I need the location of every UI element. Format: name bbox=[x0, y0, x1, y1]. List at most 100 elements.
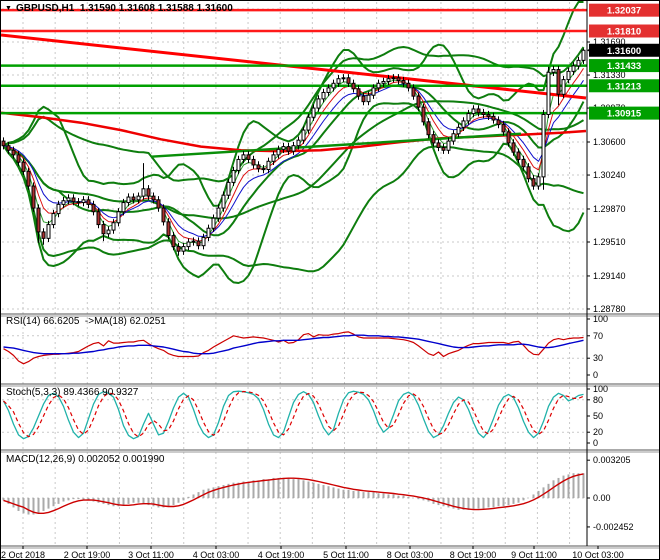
candle-body bbox=[341, 77, 346, 80]
price-tick-label: 1.29870 bbox=[593, 204, 626, 214]
rsi-panel-layer bbox=[2, 331, 587, 365]
candle-body bbox=[476, 108, 481, 114]
candle-body bbox=[446, 140, 451, 151]
candle-body bbox=[311, 107, 316, 118]
candle-body bbox=[556, 69, 561, 95]
candle-body bbox=[11, 149, 16, 156]
candle-body bbox=[186, 241, 191, 248]
candle-body bbox=[6, 145, 11, 151]
price-scale[interactable]: 1.316901.313301.309701.306001.302401.298… bbox=[587, 3, 659, 532]
time-tick-label: 9 Oct 11:00 bbox=[511, 550, 557, 560]
candle-body bbox=[86, 199, 91, 205]
candle-body bbox=[141, 188, 146, 197]
bollinger-lower-band bbox=[2, 102, 585, 284]
candle-body bbox=[251, 158, 256, 166]
time-tick-label: 8 Oct 19:00 bbox=[450, 550, 497, 560]
candle-body bbox=[391, 77, 396, 80]
macd-panel-layer bbox=[2, 473, 587, 515]
price-tick-label: 0 bbox=[593, 370, 598, 380]
candle-body bbox=[386, 78, 391, 82]
bollinger-lower-band bbox=[2, 145, 584, 273]
candle-body bbox=[546, 71, 551, 115]
candle-body bbox=[226, 181, 231, 196]
candle-body bbox=[336, 78, 341, 84]
support-resistance-lines-layer[interactable] bbox=[1, 8, 587, 115]
time-tick-label: 3 Oct 11:00 bbox=[128, 550, 174, 560]
bollinger-upper-band bbox=[2, 1, 584, 207]
price-tick-label: 50 bbox=[593, 411, 603, 421]
candle-body bbox=[91, 203, 96, 213]
candle-body bbox=[376, 82, 381, 89]
price-tick-label: 0 bbox=[593, 438, 598, 448]
support-price-tag bbox=[589, 106, 659, 120]
candle-body bbox=[551, 69, 556, 73]
candle-body bbox=[361, 95, 366, 103]
candle-body bbox=[66, 197, 71, 202]
candle-body bbox=[131, 196, 136, 201]
candle-body bbox=[456, 126, 461, 135]
candle-body bbox=[236, 158, 241, 171]
candle-body bbox=[506, 131, 511, 144]
time-tick-label: 10 Oct 03:00 bbox=[572, 550, 624, 560]
candle-body bbox=[21, 161, 26, 172]
candle-body bbox=[541, 113, 546, 178]
time-tick-label: 5 Oct 11:00 bbox=[323, 550, 369, 560]
candle-body bbox=[116, 211, 121, 224]
candle-body bbox=[271, 154, 276, 162]
candle-body bbox=[266, 160, 271, 171]
candle-body bbox=[366, 94, 371, 103]
candle-body bbox=[436, 142, 441, 149]
candle-body bbox=[296, 139, 301, 147]
candle-body bbox=[306, 116, 311, 131]
candle-body bbox=[161, 207, 166, 223]
candle-body bbox=[536, 176, 541, 187]
candle-body bbox=[56, 203, 61, 215]
resistance-price-tag-text: 1.32037 bbox=[607, 6, 641, 17]
candle-body bbox=[516, 151, 521, 160]
price-tick-label: 70 bbox=[593, 331, 603, 341]
candle-body bbox=[171, 235, 176, 248]
candle-body bbox=[406, 82, 411, 89]
candle-body bbox=[41, 231, 46, 239]
splitter-stoch-macd[interactable] bbox=[1, 448, 587, 452]
candle-body bbox=[126, 196, 131, 204]
candle-body bbox=[371, 87, 376, 96]
price-tick-label: 0.00 bbox=[593, 493, 611, 503]
support-price-tag-text: 1.31433 bbox=[607, 61, 641, 72]
rsi-ma-line bbox=[3, 334, 584, 355]
candle-body bbox=[221, 194, 226, 209]
splitter-rsi-stoch[interactable] bbox=[1, 382, 587, 386]
candle-body bbox=[216, 207, 221, 219]
price-tick-label: 1.30240 bbox=[593, 170, 626, 180]
candle-body bbox=[151, 195, 156, 201]
candle-body bbox=[461, 120, 466, 128]
candle-body bbox=[401, 80, 406, 84]
candle-body bbox=[291, 145, 296, 152]
candle-body bbox=[521, 158, 526, 168]
candle-body bbox=[61, 200, 66, 205]
candle-body bbox=[416, 95, 421, 108]
candle-body bbox=[241, 154, 246, 160]
candle-body bbox=[181, 246, 186, 252]
splitter-main-rsi[interactable] bbox=[1, 312, 587, 316]
candle-body bbox=[431, 134, 436, 144]
candle-body bbox=[166, 221, 171, 237]
candle-body bbox=[111, 222, 116, 231]
candle-body bbox=[276, 148, 281, 156]
candle-body bbox=[356, 88, 361, 97]
price-tick-label: 0.003205 bbox=[593, 455, 631, 465]
candle-body bbox=[26, 170, 31, 187]
candle-body bbox=[31, 185, 36, 209]
candle-body bbox=[326, 87, 331, 93]
candle-body bbox=[531, 178, 536, 187]
candle-body bbox=[261, 168, 266, 171]
resistance-price-tag-text: 1.31810 bbox=[607, 27, 641, 38]
candle-body bbox=[576, 59, 581, 67]
candle-body bbox=[501, 124, 506, 133]
rsi-main-line bbox=[3, 331, 584, 365]
candle-body bbox=[396, 77, 401, 82]
time-scale[interactable]: 2 Oct 2018 2 Oct 19:00 3 Oct 11:00 4 Oct 03… bbox=[1, 546, 624, 560]
panel-borders-layer bbox=[1, 1, 659, 549]
